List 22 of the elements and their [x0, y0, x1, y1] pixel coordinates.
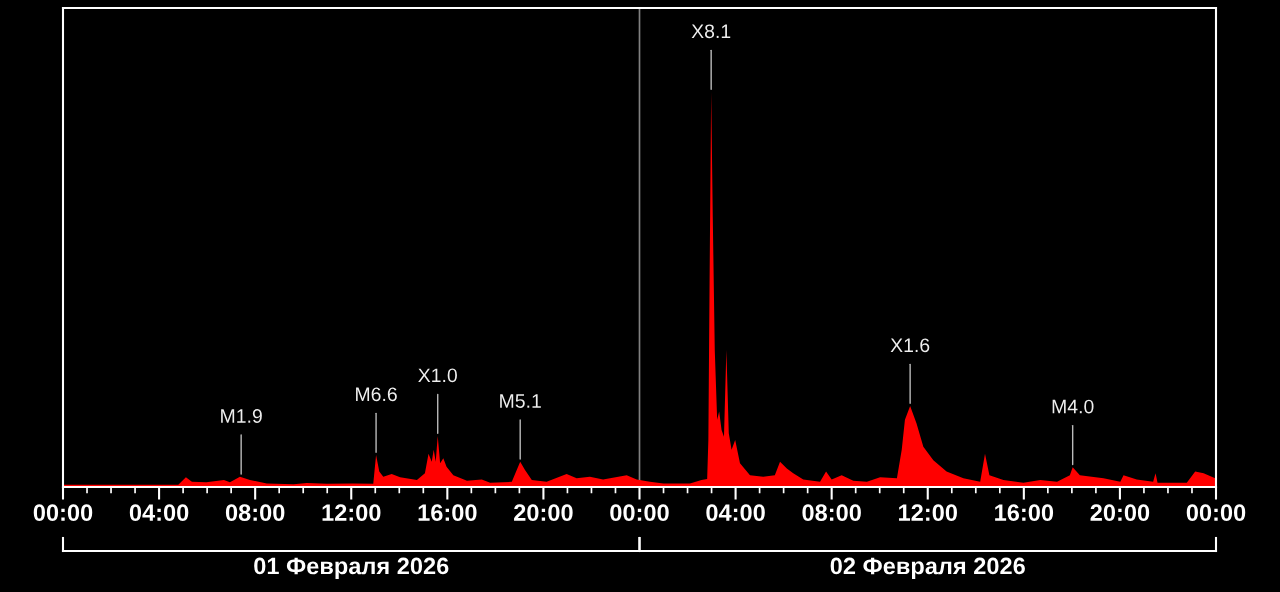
- x-tick-label: 00:00: [33, 504, 93, 522]
- x-tick-label: 12:00: [899, 504, 957, 522]
- x-tick-label: 00:00: [610, 504, 669, 522]
- x-tick-label: 04:00: [706, 504, 765, 522]
- x-tick-label: 20:00: [1090, 504, 1150, 522]
- annotation: X1.6: [890, 338, 930, 353]
- x-tick-label: 16:00: [995, 504, 1054, 522]
- x-tick-label: 04:00: [129, 504, 189, 522]
- annotation: X1.0: [418, 368, 457, 383]
- annotation: M4.0: [1052, 399, 1094, 414]
- x-tick-label: 08:00: [225, 504, 285, 522]
- x-tick-label: 20:00: [514, 504, 573, 522]
- text: 02 Февраля 2026: [830, 557, 1025, 580]
- annotation: M6.6: [356, 387, 397, 402]
- x-tick-label: 08:00: [802, 504, 861, 522]
- annotation: M1.9: [221, 409, 262, 423]
- text: 01 Февраля 2026: [254, 557, 449, 580]
- x-tick-label: 00:00: [1186, 504, 1246, 522]
- x-tick-label: 16:00: [418, 504, 477, 522]
- annotation: X8.1: [691, 24, 731, 39]
- annotation: M5.1: [500, 394, 541, 408]
- x-tick-label: 12:00: [322, 504, 381, 522]
